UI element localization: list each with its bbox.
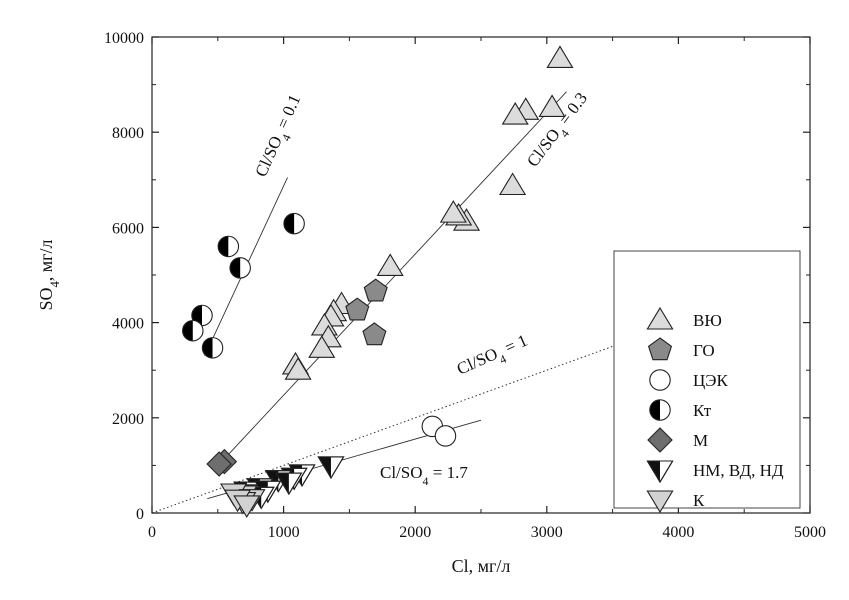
data-point <box>201 337 224 359</box>
legend-label: ВЮ <box>693 311 722 330</box>
x-tick-label: 5000 <box>794 524 826 541</box>
y-tick-label: 2000 <box>112 411 144 428</box>
trend-line-label: Cl/SO4 = 0.1 <box>251 92 310 182</box>
data-point <box>275 472 303 496</box>
data-point <box>284 357 312 380</box>
x-tick-label: 4000 <box>662 524 694 541</box>
trend-line <box>220 91 567 464</box>
data-point <box>283 212 305 235</box>
data-point <box>362 322 387 346</box>
x-axis-label: Cl, мг/л <box>452 556 511 576</box>
x-tick-label: 3000 <box>531 524 563 541</box>
data-point <box>376 253 404 276</box>
y-tick-label: 4000 <box>112 316 144 333</box>
data-point <box>317 456 345 479</box>
data-point <box>217 235 240 258</box>
data-point <box>363 278 388 302</box>
y-tick-label: 10000 <box>104 30 144 47</box>
data-point <box>233 495 261 518</box>
legend-marker <box>647 337 673 361</box>
legend-label: М <box>693 431 708 450</box>
x-tick-label: 0 <box>148 524 156 541</box>
data-point <box>229 257 251 279</box>
legend-marker <box>646 306 674 330</box>
legend-marker <box>647 427 673 453</box>
data-point <box>546 45 574 68</box>
legend-label: НМ, ВД, НД <box>693 461 784 480</box>
legend-marker <box>649 369 671 391</box>
data-point <box>434 425 457 447</box>
legend-label: К <box>693 491 705 510</box>
legend-box <box>613 250 801 509</box>
x-tick-label: 2000 <box>399 524 431 541</box>
x-tick-label: 1000 <box>268 524 300 541</box>
legend-marker <box>646 460 674 484</box>
trend-line-label: Cl/SO4 = 1 <box>454 331 533 384</box>
data-point <box>182 319 204 342</box>
y-tick-label: 6000 <box>112 220 144 237</box>
data-point <box>499 172 527 196</box>
data-point <box>538 94 566 117</box>
trend-line-label: Cl/SO4 = 1.7 <box>380 463 468 488</box>
y-tick-label: 8000 <box>112 125 144 142</box>
legend-marker <box>646 490 674 514</box>
legend-marker <box>649 399 671 421</box>
trend-line-label: Cl/SO4 = 0.3 <box>523 89 596 174</box>
data-point <box>345 297 370 321</box>
legend-label: ЦЭК <box>693 371 728 390</box>
y-axis-label: SO4, мг/л <box>36 239 62 310</box>
y-tick-label: 0 <box>136 506 144 523</box>
data-point <box>501 101 529 125</box>
legend-label: ГО <box>693 341 715 360</box>
legend-label: Кт <box>693 401 712 420</box>
data-point <box>206 451 232 477</box>
data-point <box>308 335 336 358</box>
data-point <box>439 200 467 223</box>
